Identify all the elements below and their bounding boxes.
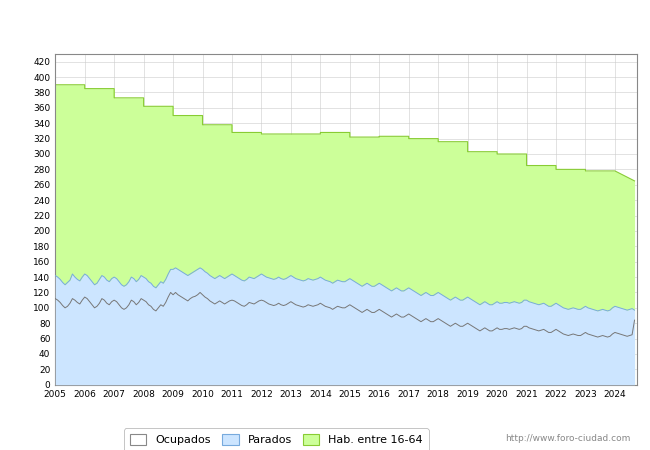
Legend: Ocupados, Parados, Hab. entre 16-64: Ocupados, Parados, Hab. entre 16-64 <box>124 428 428 450</box>
Text: http://www.foro-ciudad.com: http://www.foro-ciudad.com <box>505 434 630 443</box>
Text: Val de San Lorenzo - Evolucion de la poblacion en edad de Trabajar Septiembre de: Val de San Lorenzo - Evolucion de la pob… <box>64 17 586 30</box>
